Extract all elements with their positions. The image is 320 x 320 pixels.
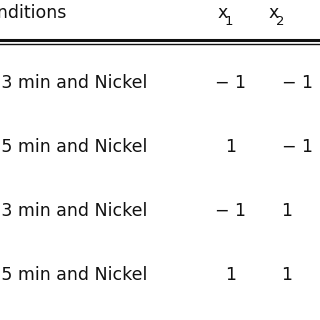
Text: x: x [269,4,279,22]
Text: 1: 1 [225,15,233,28]
Text: Conditions: Conditions [0,4,67,22]
Text: − 1: − 1 [215,202,246,220]
Text: − 1: − 1 [282,138,313,156]
Text: 1: 1 [225,138,236,156]
Text: 1: 1 [282,266,292,284]
Text: 1: 1 [225,266,236,284]
Text: ne 5 min and Nickel: ne 5 min and Nickel [0,138,148,156]
Text: − 1: − 1 [282,74,313,92]
Text: 1: 1 [282,202,292,220]
Text: ne 5 min and Nickel: ne 5 min and Nickel [0,266,148,284]
Text: ne 3 min and Nickel: ne 3 min and Nickel [0,202,148,220]
Text: − 1: − 1 [215,74,246,92]
Text: x: x [218,4,228,22]
Text: 2: 2 [276,15,284,28]
Text: ne 3 min and Nickel: ne 3 min and Nickel [0,74,148,92]
